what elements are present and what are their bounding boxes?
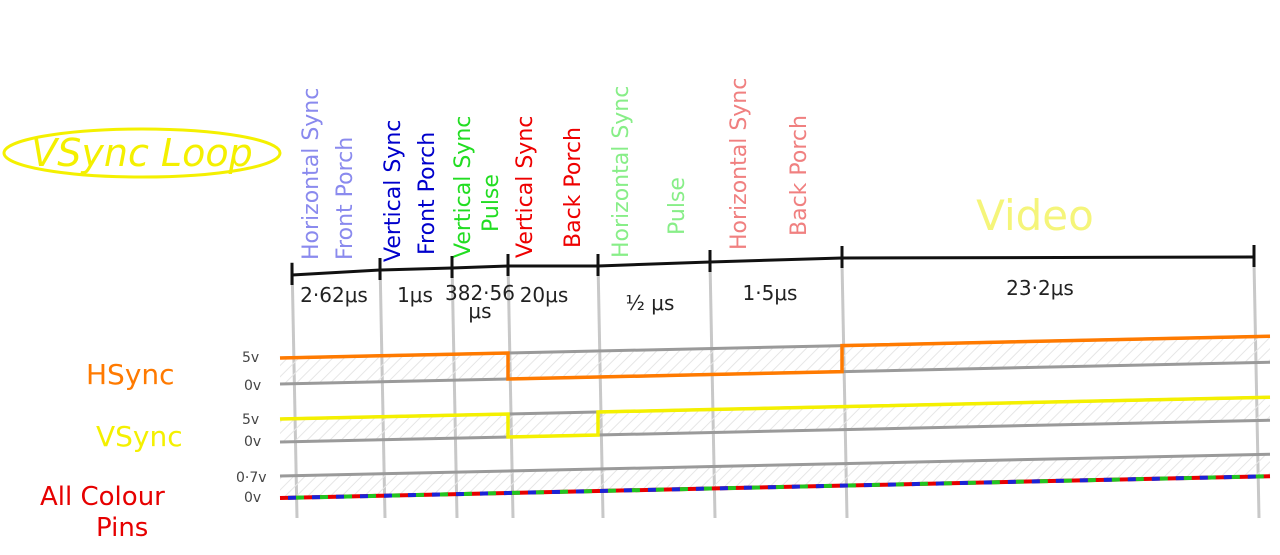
duration-hbp: 1·5μs [743, 281, 798, 305]
pins-high-level: 0·7v [236, 470, 267, 486]
segment-label-vbp-2: Back Porch [561, 127, 586, 248]
segment-label-hfp-2: Front Porch [333, 137, 358, 260]
hsync-hatch-band [280, 336, 1270, 384]
hsync-low-level: 0v [244, 378, 261, 394]
vsync-high-level: 5v [242, 412, 259, 428]
pins-high-rail [279, 452, 1271, 478]
segment-label-vsp-1: Vertical Sync [451, 116, 476, 258]
timeline-ticks [290, 245, 1256, 285]
signal-names: HSync VSync All Colour Pins [40, 358, 183, 543]
hsync-trace [279, 334, 1271, 381]
segment-label-video: Video [976, 191, 1094, 240]
segment-labels: Horizontal Sync Front Porch Vertical Syn… [299, 78, 1094, 262]
duration-vfp: 1μs [397, 283, 433, 307]
signal-lanes [279, 334, 1271, 500]
timeline-axis [291, 255, 1255, 277]
segment-label-hbp-1: Horizontal Sync [727, 78, 752, 250]
signal-name-hsync: HSync [86, 358, 175, 391]
vsync-lane [279, 395, 1271, 444]
duration-hsp: ½ μs [626, 291, 675, 315]
segment-label-hfp-1: Horizontal Sync [299, 88, 324, 260]
duration-video: 23·2μs [1006, 276, 1074, 300]
hsync-lane [279, 334, 1271, 386]
level-labels: 5v 0v 5v 0v 0·7v 0v [236, 350, 267, 506]
vsync-low-rail [279, 418, 1271, 444]
vsync-low-level: 0v [244, 434, 261, 450]
segment-label-hbp-2: Back Porch [787, 115, 812, 236]
vsync-hatch-band [280, 397, 1270, 442]
segment-label-vsp-2: Pulse [479, 174, 504, 232]
pins-lane [279, 452, 1271, 500]
signal-name-pins-2: Pins [96, 513, 148, 543]
segment-label-vbp-1: Vertical Sync [513, 116, 538, 258]
duration-vbp: 20μs [520, 283, 569, 307]
pins-trace-green [279, 474, 1271, 500]
vsync-trace [279, 395, 1271, 439]
segment-label-vfp-2: Front Porch [415, 132, 440, 255]
title-text: VSync Loop [31, 131, 252, 175]
hsync-high-level: 5v [242, 350, 259, 366]
durations: 2·62μs 1μs 382·56 μs 20μs ½ μs 1·5μs 23·… [300, 276, 1074, 323]
pins-trace-blue [279, 474, 1271, 500]
pins-hatch-band [280, 454, 1270, 498]
duration-vsp: 382·56 [445, 281, 515, 305]
title-oval [2, 127, 282, 179]
boundary-line-7 [1252, 261, 1261, 519]
segment-label-vfp-1: Vertical Sync [381, 120, 406, 262]
title-group: VSync Loop [2, 127, 282, 179]
segment-label-hsp-2: Pulse [665, 177, 690, 235]
signal-name-pins-1: All Colour [40, 482, 165, 512]
pins-low-level: 0v [244, 490, 261, 506]
segment-label-hsp-1: Horizontal Sync [609, 86, 634, 258]
duration-hfp: 2·62μs [300, 283, 368, 307]
signal-name-vsync: VSync [96, 420, 183, 453]
duration-vsp-unit: μs [468, 299, 491, 323]
